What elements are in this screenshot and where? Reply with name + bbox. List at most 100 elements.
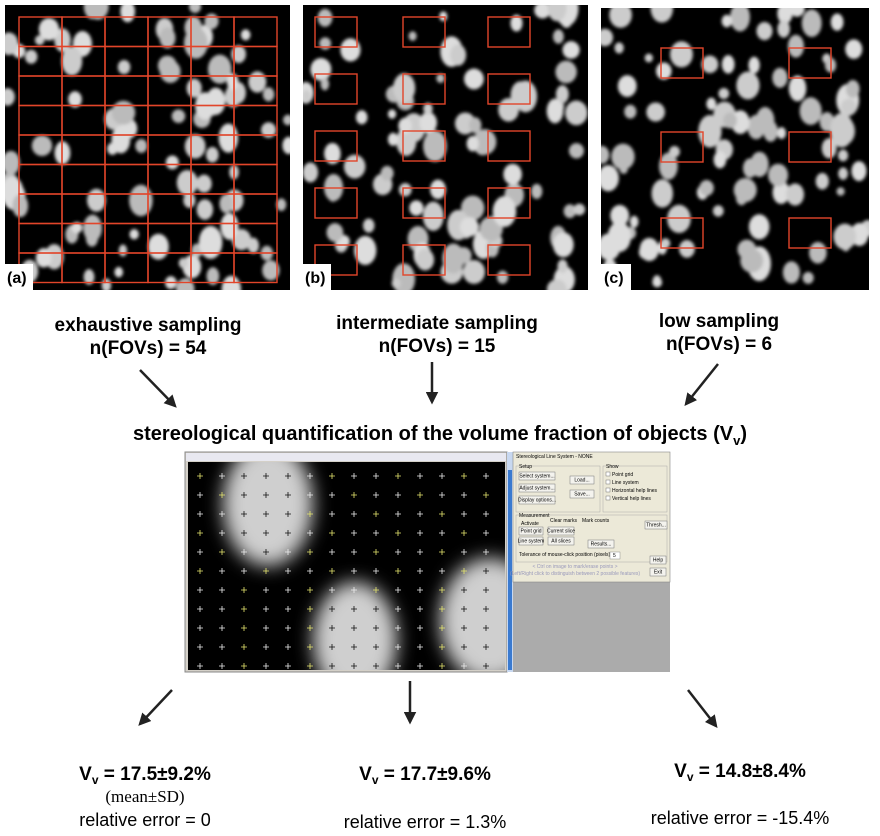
blob (276, 198, 286, 211)
blob (160, 27, 176, 48)
blob (718, 88, 729, 99)
button-label: Select system... (519, 474, 554, 480)
blob (800, 97, 822, 125)
blob (803, 272, 814, 284)
blob (830, 113, 854, 148)
blob (788, 35, 804, 58)
button-label: Help (653, 558, 664, 564)
blob (87, 189, 106, 212)
blob (135, 139, 147, 153)
blob (388, 109, 396, 118)
blob (565, 101, 587, 126)
blob (423, 202, 444, 231)
blob (436, 74, 444, 83)
blob (118, 60, 131, 74)
blob (172, 109, 186, 123)
blob (388, 133, 398, 146)
blob (61, 47, 82, 76)
blob (2, 151, 20, 175)
blob (205, 13, 219, 29)
blob (36, 248, 52, 267)
blob (594, 146, 609, 164)
blob (736, 72, 759, 100)
blob (302, 90, 311, 103)
blob (0, 32, 18, 55)
blob (569, 143, 584, 158)
blob (851, 161, 866, 181)
blob (120, 1, 135, 23)
blob (553, 29, 564, 43)
blob (802, 9, 822, 37)
result-error: relative error = -15.4% (651, 808, 830, 828)
blob (393, 73, 415, 102)
blob (263, 87, 274, 101)
blob (768, 164, 788, 187)
blob (129, 229, 138, 240)
blob (722, 55, 735, 73)
blob (356, 110, 368, 124)
blob (450, 44, 466, 65)
blob (241, 29, 251, 40)
group-title: Activate (521, 521, 539, 527)
blob (783, 261, 800, 283)
panel-image (0, 0, 295, 303)
checkbox-label: Line system (612, 480, 639, 486)
blob (381, 166, 394, 181)
blob (609, 2, 632, 28)
result-value: Vv = 14.8±8.4% (674, 761, 806, 784)
blob (749, 214, 770, 239)
blob (409, 31, 417, 41)
checkbox-label: Vertical help lines (612, 496, 651, 502)
blob (618, 75, 637, 97)
blob (679, 240, 695, 258)
blob (222, 276, 241, 303)
blob (363, 218, 374, 232)
blob (460, 217, 479, 236)
blob (12, 194, 28, 217)
button-label: Display options... (518, 498, 556, 504)
blob (736, 191, 747, 206)
blob (646, 102, 665, 121)
result-note: (mean±SD) (105, 787, 184, 806)
blob (598, 165, 619, 191)
blob (706, 98, 716, 110)
button-label: All slices (551, 539, 571, 545)
blob (777, 20, 790, 38)
blob (493, 196, 516, 227)
blob (740, 249, 763, 273)
blob (399, 183, 412, 196)
blob (185, 16, 202, 38)
button-label: Results... (591, 542, 612, 548)
blob (614, 42, 623, 53)
window-titlebar (186, 453, 506, 461)
blob (219, 194, 232, 213)
blob (206, 147, 219, 163)
blob (39, 19, 57, 40)
blob (841, 99, 856, 115)
blob (562, 41, 579, 59)
blob (83, 215, 102, 242)
blob (283, 115, 293, 126)
blob (557, 259, 567, 273)
results: Vv = 17.5±9.2% (mean±SD) relative error … (79, 761, 829, 832)
blob (219, 124, 238, 153)
blob (112, 101, 136, 125)
blob (464, 69, 484, 90)
result-value: Vv = 17.7±9.6% (359, 764, 491, 787)
checkbox (606, 488, 610, 492)
blob (789, 76, 806, 102)
blob (166, 155, 179, 169)
blob (0, 88, 15, 106)
blob (310, 58, 331, 81)
software-image (188, 442, 540, 698)
blob (179, 258, 188, 268)
checkbox (606, 496, 610, 500)
blob (597, 29, 614, 47)
blob (833, 224, 856, 250)
blob (624, 105, 636, 119)
caption: exhaustive sampling (55, 315, 242, 336)
button-label: Load... (574, 478, 589, 484)
blob (661, 238, 671, 248)
blob (498, 98, 519, 122)
dialog: Stereological Line System - NONE Setup S… (510, 452, 670, 582)
